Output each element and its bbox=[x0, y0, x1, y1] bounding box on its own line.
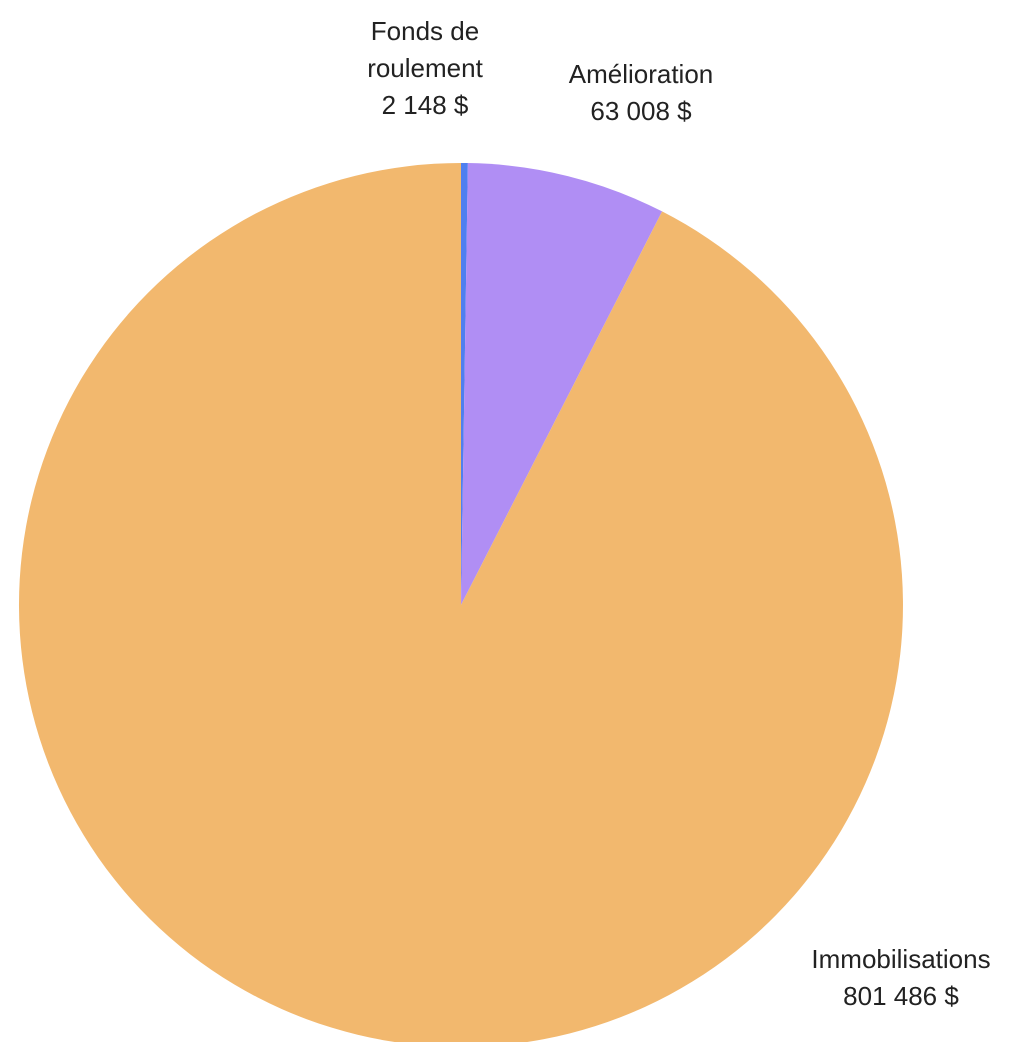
slice-value-label: 801 486 $ bbox=[843, 981, 959, 1011]
slice-label-1: Amélioration 63 008 $ bbox=[569, 59, 714, 126]
slice-label-line: Amélioration bbox=[569, 59, 714, 89]
slice-value-label: 2 148 $ bbox=[382, 90, 469, 120]
slice-label-line: Fonds de bbox=[371, 16, 479, 46]
slice-label-line: Immobilisations bbox=[811, 944, 990, 974]
slice-label-line: roulement bbox=[367, 53, 483, 83]
pie-slice-0 bbox=[461, 162, 468, 605]
pie-slices bbox=[19, 162, 903, 1042]
pie-labels: Fonds de roulement 2 148 $ Amélioration 63 0… bbox=[367, 16, 990, 1011]
pie-slice-2 bbox=[19, 163, 903, 1042]
slice-value-label: 63 008 $ bbox=[590, 96, 692, 126]
slice-label-0: Fonds de roulement 2 148 $ bbox=[367, 16, 483, 120]
pie-slice-1 bbox=[461, 163, 663, 606]
slice-label-2: Immobilisations 801 486 $ bbox=[811, 944, 990, 1011]
